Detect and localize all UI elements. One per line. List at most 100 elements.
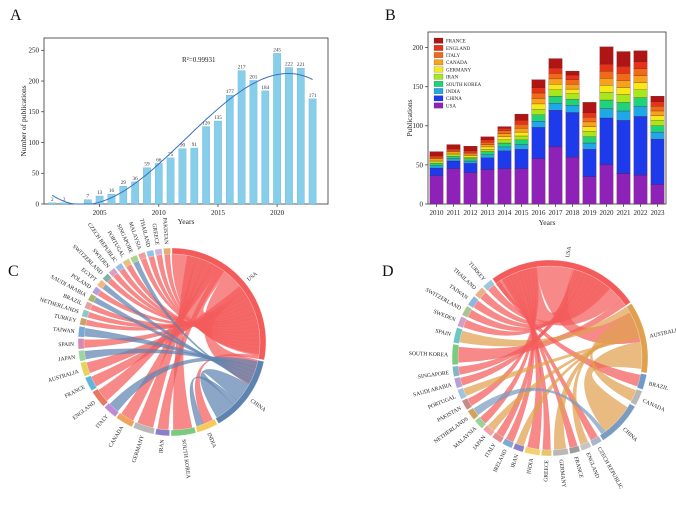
chord-d-country-label: CHINA xyxy=(621,427,638,444)
chart-a-bar xyxy=(190,147,199,205)
chord-d-country-label: IRELAND xyxy=(492,449,508,474)
chart-a-bar xyxy=(308,98,317,205)
chart-a-ytick-label: 250 xyxy=(29,47,40,55)
chord-d-arc xyxy=(474,416,487,429)
chart-b-legend-label: IRAN xyxy=(446,76,459,81)
chart-b-bar-segment xyxy=(565,99,580,106)
chart-a-trend-line xyxy=(52,73,313,205)
chart-b-bar-segment xyxy=(480,142,495,145)
chord-d-country-label: SPAIN xyxy=(435,328,452,338)
chord-c-country-label: CANADA xyxy=(108,425,125,449)
chart-b-legend-swatch xyxy=(433,37,444,44)
chord-c-country-label: AUSTRALIA xyxy=(47,369,79,384)
chart-b-ylabel: Publications xyxy=(405,99,414,136)
chart-b-legend-swatch xyxy=(433,73,444,80)
chart-a-data-label: 222 xyxy=(285,62,293,68)
chart-a-data-label: 171 xyxy=(309,93,317,99)
chord-c-arc xyxy=(102,273,112,283)
chord-d-arc xyxy=(457,316,467,329)
chart-b-xtick-label: 2010 xyxy=(430,209,445,217)
chart-a-bar xyxy=(119,186,128,205)
chart-a-bar xyxy=(166,157,175,205)
chord-d-country-label: SWEDEN xyxy=(432,309,456,323)
chart-b-bar-segment xyxy=(497,142,512,148)
chord-d-country-label: AUSTRALIA xyxy=(649,327,676,340)
chart-b-bar-segment xyxy=(514,131,529,137)
chart-b-bar-segment xyxy=(429,161,444,164)
chart-b-bar-segment xyxy=(514,135,529,141)
chart-b-bar-segment xyxy=(514,113,529,121)
chart-a-ytick-label: 150 xyxy=(29,108,40,116)
chart-a-bar xyxy=(95,195,104,205)
chart-b-bar-segment xyxy=(616,94,631,103)
chord-c-arc xyxy=(91,286,102,296)
chart-b-bar-segment xyxy=(429,151,444,156)
panel-letter-d: D xyxy=(382,263,394,280)
chart-b-bar-segment xyxy=(446,156,461,159)
chart-b-bar-segment xyxy=(616,173,631,205)
chart-b-bar-segment xyxy=(480,146,495,150)
chart-b-legend-label: INDIA xyxy=(446,90,461,95)
chord-c-country-label: GREECE xyxy=(151,223,160,246)
chart-b-bar-segment xyxy=(514,144,529,150)
chord-c-country-label: TAIWAN xyxy=(53,327,75,335)
chart-b-frame xyxy=(427,31,667,205)
chord-d-arc xyxy=(599,403,636,441)
chart-b-bar-segment xyxy=(599,46,614,65)
chord-d-arc xyxy=(541,449,552,457)
chart-a-data-label: 29 xyxy=(121,180,127,186)
chart-b-xtick-label: 2020 xyxy=(600,209,615,217)
chart-b-xtick-label: 2017 xyxy=(549,209,564,217)
chart-b-bar-segment xyxy=(429,156,444,159)
chord-d-arc xyxy=(502,438,515,449)
chart-a-r2-annotation: R²=0.99931 xyxy=(182,56,216,64)
chart-b-bar-segment xyxy=(548,110,563,148)
chart-b-bar-segment xyxy=(633,82,648,90)
chart-b-legend-label: CANADA xyxy=(446,61,468,66)
chord-d-country-label: IRAN xyxy=(510,454,520,469)
chart-a-data-label: 75 xyxy=(168,152,174,158)
chord-c-arc xyxy=(137,251,147,261)
chord-d-country-label: SAUDI ARABIA xyxy=(413,382,453,398)
chart-b-bar-segment xyxy=(514,139,529,145)
chart-b-bar-segment xyxy=(548,89,563,97)
chord-d-arc xyxy=(453,327,463,344)
chart-b-ytick-label: 200 xyxy=(413,44,424,52)
chart-a-ytick-label: 100 xyxy=(29,139,40,147)
chord-c-arc xyxy=(77,338,85,350)
chart-b-xtick-label: 2011 xyxy=(447,209,461,217)
chart-b-bar-segment xyxy=(480,157,495,170)
chord-d-arc xyxy=(461,397,473,411)
chart-b-bar-segment xyxy=(429,158,444,161)
chart-b-legend-swatch xyxy=(433,81,444,87)
chart-b-bar-segment xyxy=(616,80,631,88)
chart-b-bar-segment xyxy=(582,117,597,123)
chart-b-bar-segment xyxy=(599,108,614,119)
chart-a-data-label: 221 xyxy=(297,62,305,68)
chart-a-bar xyxy=(285,67,293,205)
chart-b-bar-segment xyxy=(633,68,648,76)
chord-d-country-label: CANADA xyxy=(641,398,665,413)
chord-c-arc xyxy=(79,317,88,326)
chart-b-xtick-label: 2014 xyxy=(498,209,513,217)
chord-c-country-label: PAKISTAN xyxy=(161,217,168,244)
chord-c-country-label: SPAIN xyxy=(58,342,74,348)
chart-b-legend-swatch xyxy=(433,52,444,58)
chord-c-country-label: ITALY xyxy=(95,414,110,430)
chart-b-bar-segment xyxy=(531,79,546,88)
chart-a-data-label: 217 xyxy=(238,65,246,71)
chart-b-bar-segment xyxy=(599,92,614,101)
chart-a-xtick-label: 2015 xyxy=(211,209,226,217)
chart-b-bar-segment xyxy=(548,95,563,104)
chord-c-arc xyxy=(84,301,93,311)
chart-b-legend-label: ENGLAND xyxy=(446,47,471,52)
chart-a-bar xyxy=(249,80,258,205)
chart-b-bar-segment xyxy=(497,150,512,169)
chart-b-legend-swatch xyxy=(433,102,444,109)
chord-d-country-label: JAPAN xyxy=(472,435,487,452)
chord-d-arc xyxy=(453,376,463,389)
chord-c-arc xyxy=(104,402,120,418)
chart-b-bar-segment xyxy=(497,146,512,151)
chart-b-bar-segment xyxy=(463,172,478,205)
chart-a-ytick-label: 200 xyxy=(29,77,40,85)
